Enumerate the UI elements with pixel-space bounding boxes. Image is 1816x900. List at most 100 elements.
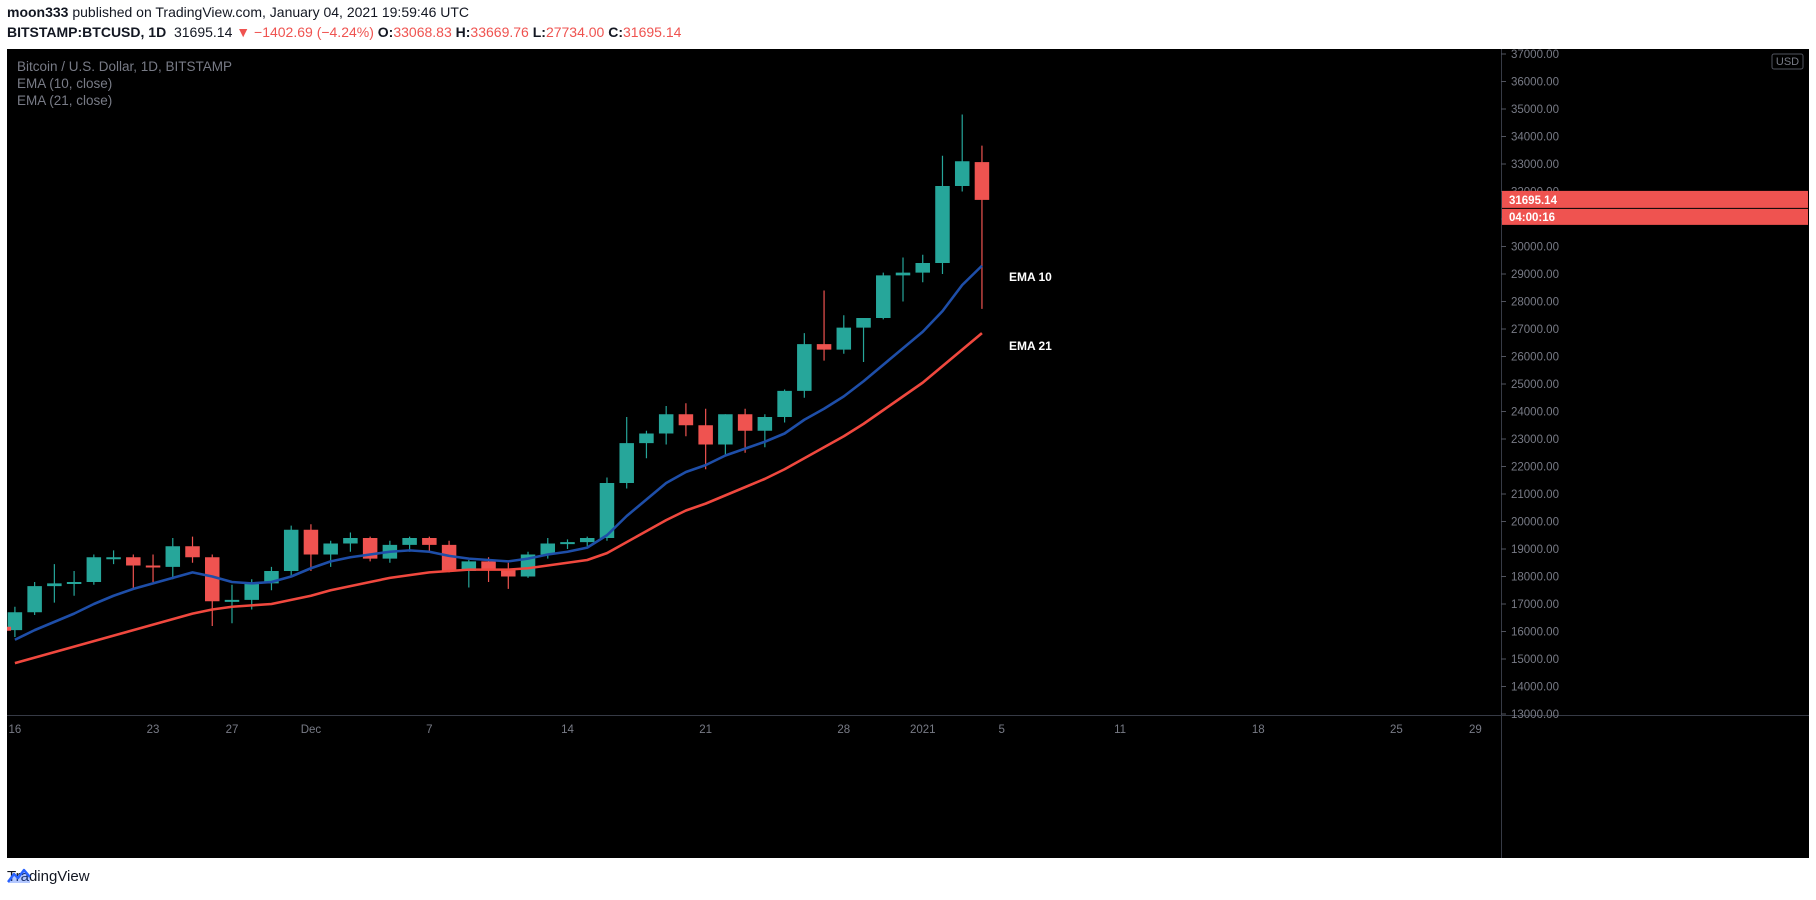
candle-body (145, 565, 161, 568)
candle-body (599, 483, 615, 538)
candle-body (224, 599, 240, 602)
x-tick-label: 2021 (910, 724, 936, 736)
author-name[interactable]: moon333 (7, 4, 69, 20)
y-tick-label: 16000.00 (1511, 627, 1559, 639)
last-price: 31695.14 (173, 24, 233, 40)
low-label: L: (532, 24, 546, 40)
x-tick-label: 11 (1114, 724, 1126, 736)
candle-body (974, 162, 990, 200)
tradingview-logo-icon[interactable] (7, 868, 31, 884)
candle-body (954, 161, 970, 186)
candle-body (678, 414, 694, 426)
y-tick-label: 30000.00 (1511, 242, 1559, 254)
last-price-tag-label: 31695.14 (1509, 195, 1558, 207)
y-tick-label: 26000.00 (1511, 352, 1559, 364)
candle-body (895, 272, 911, 276)
symbol-label: BITSTAMP:BTCUSD, 1D (7, 24, 167, 40)
candle-body (66, 582, 82, 584)
ema10-line (14, 264, 983, 641)
close-label: C: (608, 24, 624, 40)
x-tick-label: 18 (1252, 724, 1265, 736)
y-tick-label: 18000.00 (1511, 572, 1559, 584)
y-tick-label: 19000.00 (1511, 544, 1559, 556)
ema21-annotation: EMA 21 (1009, 339, 1052, 353)
ema21-line (14, 332, 983, 665)
y-tick-label: 35000.00 (1511, 104, 1559, 116)
candle-body (205, 557, 220, 602)
publish-header: moon333 published on TradingView.com, Ja… (7, 4, 469, 21)
countdown-tag-label: 04:00:16 (1509, 212, 1555, 224)
y-tick-label: 23000.00 (1511, 434, 1559, 446)
candle-body (481, 561, 496, 570)
candle-body (402, 538, 417, 545)
y-tick-label: 36000.00 (1511, 77, 1559, 89)
y-tick-label: 28000.00 (1511, 297, 1559, 309)
high-value: 33669.76 (470, 24, 529, 40)
candle-body (461, 561, 477, 571)
ema21-legend[interactable]: EMA (21, close) (17, 93, 113, 108)
candle-body (323, 543, 338, 555)
countdown-tag (1502, 208, 1808, 225)
candle-body (856, 318, 871, 328)
x-tick-label: 7 (426, 724, 432, 736)
candle-body (619, 443, 634, 483)
x-tick-label: 21 (699, 724, 712, 736)
open-value: 33068.83 (393, 24, 452, 40)
ema10-annotation: EMA 10 (1009, 270, 1052, 284)
candle-body (718, 414, 733, 445)
y-tick-label: 14000.00 (1511, 682, 1559, 694)
y-tick-label: 37000.00 (1511, 49, 1559, 61)
candle-body (185, 546, 200, 558)
down-arrow-icon: ▼ (236, 24, 251, 40)
x-tick-label: 25 (1390, 724, 1403, 736)
y-tick-label: 33000.00 (1511, 159, 1559, 171)
chart-title: Bitcoin / U.S. Dollar, 1D, BITSTAMP (17, 59, 233, 74)
x-tick-label: 5 (998, 724, 1004, 736)
candle-body (7, 612, 23, 631)
ema10-legend[interactable]: EMA (10, close) (17, 76, 113, 91)
candle-body (165, 546, 181, 567)
last-price-tag (1502, 190, 1808, 208)
candle-body (579, 538, 595, 543)
x-tick-label: 27 (226, 724, 239, 736)
candle-body (797, 344, 812, 391)
close-value: 31695.14 (623, 24, 682, 40)
x-tick-label: 23 (147, 724, 160, 736)
candle-body (27, 586, 42, 613)
low-value: 27734.00 (545, 24, 605, 40)
x-tick-label: 14 (561, 724, 574, 736)
y-tick-label: 20000.00 (1511, 517, 1559, 529)
x-tick-label: 16 (8, 724, 21, 736)
y-tick-label: 27000.00 (1511, 324, 1559, 336)
x-tick-label: 28 (837, 724, 850, 736)
chart-panel[interactable]: 13000.00 14000.00 15000.00 16000.00 17000.00… (7, 49, 1809, 858)
candle-body (501, 569, 516, 577)
footer: TradingView (7, 868, 90, 885)
published-text: published on TradingView.com, January 04… (72, 4, 470, 20)
y-tick-label: 13000.00 (1511, 709, 1559, 721)
candle-body (658, 414, 674, 434)
candle-body (47, 583, 62, 587)
candle-body (816, 344, 832, 350)
price-chart[interactable]: 13000.00 14000.00 15000.00 16000.00 17000.00… (7, 49, 1809, 858)
currency-label: USD (1776, 56, 1799, 68)
x-tick-label: Dec (301, 724, 322, 736)
tradingview-brand[interactable]: TradingView (7, 868, 90, 885)
y-tick-label: 34000.00 (1511, 132, 1559, 144)
y-tick-label: 22000.00 (1511, 462, 1559, 474)
candle-body (757, 417, 773, 431)
candle-body (244, 583, 259, 600)
quote-bar: BITSTAMP:BTCUSD, 1D 31695.14 ▼ −1402.69 … (7, 24, 681, 41)
open-label: O: (377, 24, 394, 40)
high-label: H: (455, 24, 471, 40)
y-tick-label: 15000.00 (1511, 654, 1559, 666)
candle-body (876, 275, 891, 318)
x-tick-label: 29 (1469, 724, 1482, 736)
candle-body (560, 542, 575, 545)
currency-badge (1771, 53, 1804, 70)
y-tick-label: 29000.00 (1511, 269, 1559, 281)
candle-body (836, 327, 852, 350)
y-tick-label: 24000.00 (1511, 407, 1559, 419)
candle-body (698, 425, 713, 445)
price-change: −1402.69 (−4.24%) (254, 24, 374, 40)
